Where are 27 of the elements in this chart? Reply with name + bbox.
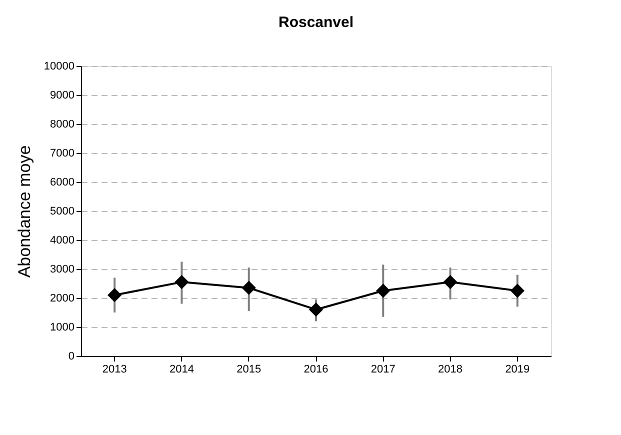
x-tick-label: 2017: [370, 364, 396, 376]
x-tick-label: 2013: [102, 364, 127, 376]
x-tick-label: 2019: [505, 364, 530, 376]
y-tick-label: 6000: [50, 176, 74, 188]
x-tick-label: 2014: [169, 364, 194, 376]
point: [242, 280, 256, 295]
y-tick-label: 10000: [44, 60, 74, 72]
point: [510, 284, 524, 298]
y-tick-label: 8000: [50, 118, 74, 130]
y-tick-label: 4000: [50, 234, 74, 246]
x-tick-label: 2015: [236, 364, 262, 376]
point: [376, 284, 390, 298]
point: [174, 274, 189, 290]
point: [308, 302, 324, 317]
y-tick-label: 0: [68, 350, 74, 362]
x-tick-label: 2016: [304, 364, 328, 376]
y-tick-label: 2000: [50, 292, 74, 304]
point: [443, 274, 458, 290]
y-tick-label: 1000: [50, 322, 74, 334]
y-axis-title: Abondance moye: [14, 145, 34, 278]
y-tick-label: 5000: [50, 206, 74, 218]
y-tick-label: 7000: [50, 148, 74, 160]
point: [108, 288, 122, 302]
y-tick-label: 3000: [50, 264, 74, 276]
y-tick-label: 9000: [50, 90, 74, 102]
chart-title: Roscanvel: [278, 14, 354, 31]
x-tick-label: 2018: [438, 364, 463, 376]
